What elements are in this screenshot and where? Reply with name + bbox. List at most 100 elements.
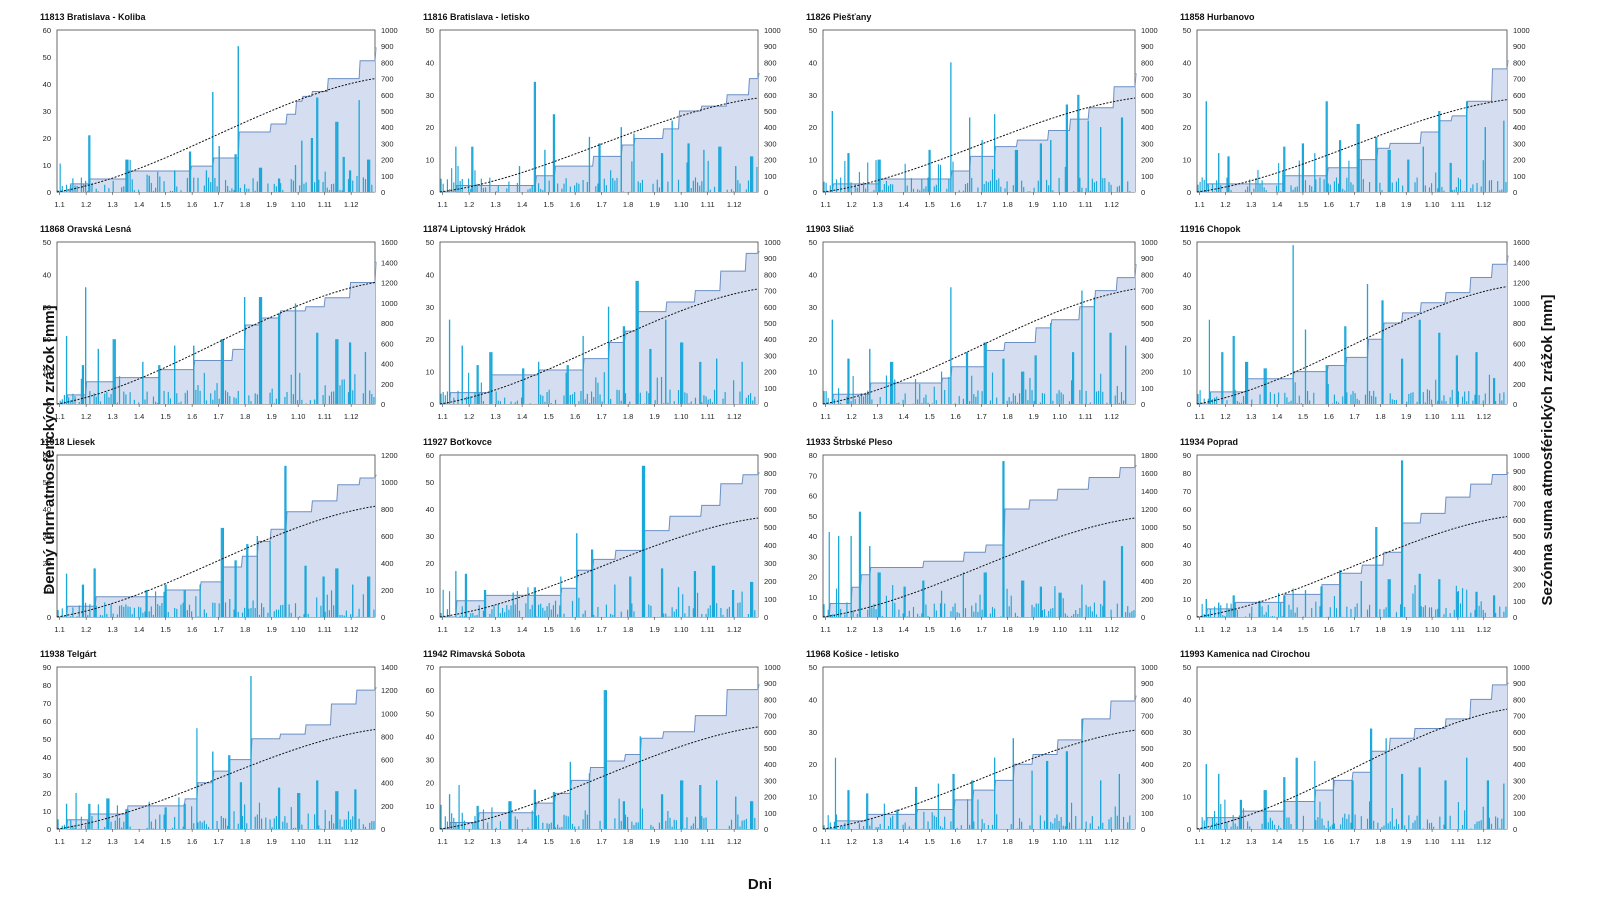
x-tick-label: 1.10 (1425, 412, 1440, 421)
daily-bar (484, 187, 487, 192)
daily-bar (1048, 185, 1050, 192)
daily-bar (1478, 605, 1480, 617)
y2-tick-label: 700 (1513, 75, 1526, 84)
daily-bar (641, 179, 644, 192)
daily-bar-peak (512, 592, 514, 617)
daily-bar (152, 614, 155, 617)
daily-bar-peak (1012, 738, 1014, 829)
daily-bar (1501, 189, 1503, 192)
daily-bar (969, 824, 971, 829)
cumulative-line (440, 73, 760, 193)
daily-bar (593, 614, 595, 617)
daily-bar (61, 186, 63, 192)
daily-bar (343, 156, 345, 192)
daily-bar (563, 395, 565, 404)
y-tick-label: 70 (1183, 487, 1191, 496)
daily-bar (131, 179, 133, 192)
daily-bar-peak (174, 170, 176, 192)
x-tick-label: 1.12 (727, 200, 742, 209)
daily-bar-peak (1382, 300, 1384, 404)
daily-bar (854, 399, 856, 404)
daily-bar (648, 393, 650, 404)
daily-bar-peak (1218, 602, 1220, 617)
daily-bar (121, 827, 123, 829)
mean-cumulative-line (822, 517, 1136, 618)
x-tick-label: 1.9 (1028, 412, 1038, 421)
y2-tick-label: 1000 (1513, 663, 1530, 672)
y-tick-label: 0 (430, 825, 434, 834)
daily-bar (906, 185, 908, 192)
y-tick-label: 10 (809, 368, 817, 377)
daily-bar-peak (285, 465, 287, 617)
daily-bar (1010, 824, 1012, 829)
daily-bar (1466, 401, 1468, 404)
daily-bar (1226, 603, 1228, 617)
daily-bar (1085, 187, 1087, 192)
chart-11993: 11993 Kamenica nad Cirochou0102030405001… (1180, 649, 1530, 846)
daily-bar (523, 368, 525, 404)
y-tick-label: 0 (430, 613, 434, 622)
daily-bar (1416, 815, 1418, 829)
daily-bar (106, 391, 108, 404)
daily-bar (529, 609, 531, 617)
daily-bar (1023, 186, 1025, 192)
x-tick-label: 1.2 (81, 412, 91, 421)
daily-bar-peak (1218, 773, 1220, 829)
daily-bar (267, 612, 269, 617)
daily-bar (1110, 332, 1112, 404)
x-tick-label: 1.11 (701, 200, 715, 209)
y2-tick-label: 0 (1141, 613, 1145, 622)
y2-tick-label: 500 (1513, 532, 1526, 541)
daily-bar (571, 394, 574, 404)
daily-bar (1404, 606, 1406, 617)
daily-bar (1018, 818, 1021, 829)
daily-bar (1226, 821, 1228, 829)
daily-bar (303, 614, 305, 617)
y2-tick-label: 1000 (381, 478, 398, 487)
daily-bar-peak (461, 345, 463, 404)
daily-bar (825, 391, 827, 404)
daily-bar (1395, 612, 1398, 617)
y-axis-label-left: Denný úhrn atmosférických zrážok [mm] (40, 305, 58, 595)
daily-bar (123, 606, 125, 617)
daily-bar (258, 614, 261, 617)
daily-bar (1095, 614, 1098, 617)
daily-bar (1008, 397, 1010, 404)
daily-bar (352, 180, 354, 192)
y-tick-label: 20 (43, 134, 51, 143)
y-tick-label: 30 (426, 756, 434, 765)
daily-bar (1321, 818, 1323, 829)
y2-tick-label: 1200 (1513, 279, 1530, 288)
y-tick-label: 10 (1183, 368, 1191, 377)
y2-tick-label: 800 (764, 58, 777, 67)
daily-bar (133, 190, 135, 192)
y-tick-label: 50 (43, 735, 51, 744)
x-tick-label: 1.11 (318, 200, 332, 209)
daily-bar (478, 393, 480, 404)
daily-bar (229, 190, 231, 192)
daily-bar (858, 396, 860, 404)
daily-bar-peak (588, 136, 591, 192)
daily-bar (588, 402, 591, 404)
daily-bar (971, 177, 973, 192)
daily-bar (1499, 828, 1501, 829)
daily-bar (1449, 397, 1451, 404)
daily-bar (275, 816, 278, 829)
daily-bar-peak (1388, 149, 1390, 192)
daily-bar (919, 384, 921, 404)
daily-bar (944, 603, 946, 617)
daily-bar-peak (604, 690, 606, 829)
mean-cumulative-line (439, 97, 759, 193)
daily-bar-peak (534, 789, 536, 829)
y-tick-label: 50 (43, 53, 51, 62)
daily-bar (63, 394, 66, 404)
daily-bar (733, 191, 735, 192)
daily-bar-peak (1065, 751, 1067, 829)
daily-bar (883, 803, 885, 829)
y2-tick-label: 200 (381, 156, 394, 165)
daily-bar (476, 614, 478, 617)
daily-bar (1325, 365, 1327, 404)
daily-bar (1391, 399, 1393, 404)
y-tick-label: 90 (1183, 451, 1191, 460)
x-tick-label: 1.4 (134, 625, 144, 634)
